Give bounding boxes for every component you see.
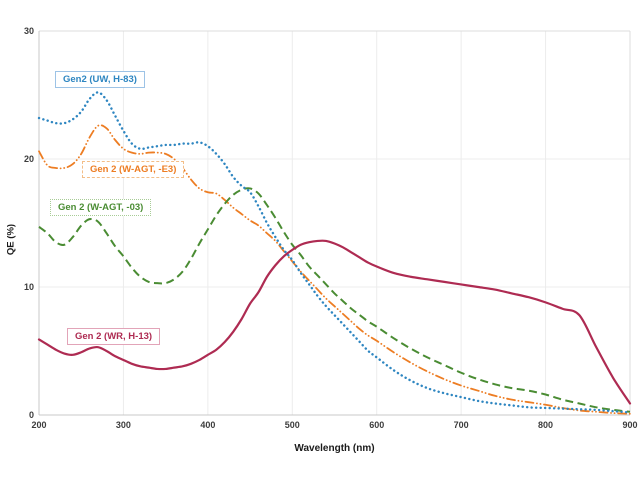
series-label-gen2-uw-h83: Gen2 (UW, H-83) [55, 71, 145, 88]
series-curve-3 [37, 239, 632, 405]
x-tick-label: 900 [622, 420, 638, 430]
y-tick-label: 0 [28, 409, 34, 420]
series-label-gen2-wr-h13: Gen 2 (WR, H-13) [67, 328, 161, 345]
x-tick-label: 700 [453, 420, 469, 430]
series-label-gen2-wagt-03: Gen 2 (W-AGT, -03) [50, 199, 152, 216]
x-tick-label: 300 [115, 420, 131, 430]
x-tick-label: 200 [31, 420, 47, 430]
y-tick-label: 20 [23, 153, 34, 164]
x-tick-label: 800 [538, 420, 554, 430]
series-curve-2 [38, 187, 631, 413]
x-tick-label: 500 [284, 420, 300, 430]
x-tick-label: 600 [369, 420, 385, 430]
y-axis-title: QE (%) [5, 223, 17, 256]
y-tick-label: 30 [23, 25, 34, 36]
x-axis-title: Wavelength (nm) [294, 443, 375, 454]
y-tick-label: 10 [23, 281, 34, 292]
series-curve-0 [37, 91, 632, 414]
series-curve-1 [38, 124, 631, 415]
series-label-gen2-wagt-e3: Gen 2 (W-AGT, -E3) [82, 161, 185, 178]
x-tick-label: 400 [200, 420, 216, 430]
